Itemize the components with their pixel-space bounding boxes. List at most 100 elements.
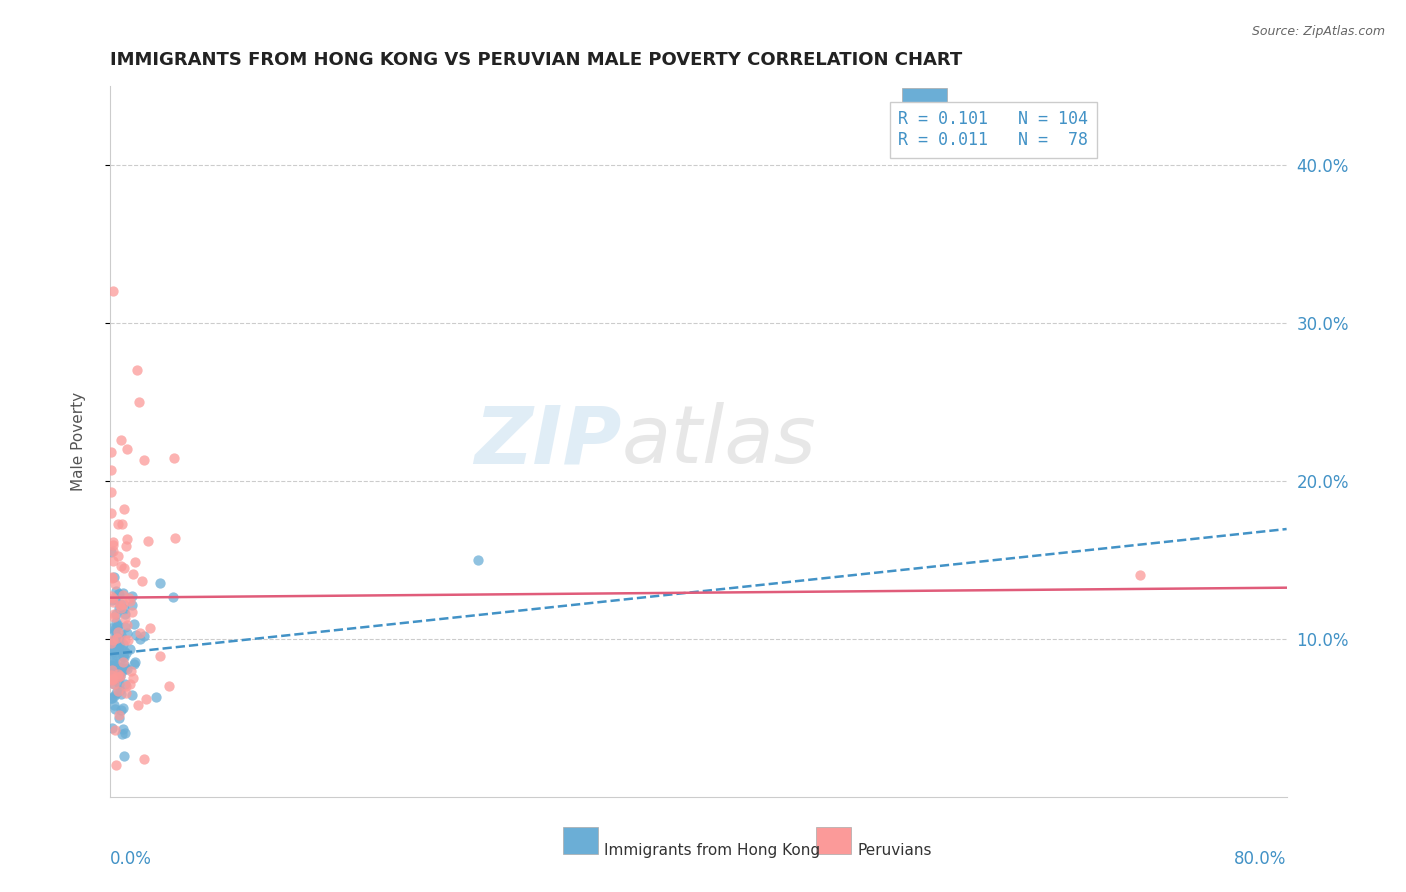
Point [108, 707, 131, 722]
Text: R = 0.101   N = 104
R = 0.011   N =  78: R = 0.101 N = 104 R = 0.011 N = 78 [898, 111, 1088, 149]
Point [101, 640, 124, 655]
Point [110, 727, 132, 741]
Point [103, 636, 125, 650]
Point [149, 649, 172, 664]
Point [101, 595, 124, 609]
Point [103, 553, 125, 567]
Point [121, 671, 143, 685]
Point [104, 648, 127, 663]
Point [136, 533, 159, 548]
Point [105, 631, 128, 645]
Point [122, 617, 145, 632]
Point [104, 701, 127, 715]
Point [105, 634, 128, 648]
Point [101, 660, 124, 674]
Point [149, 576, 172, 591]
Point [101, 591, 124, 605]
Point [100, 667, 122, 681]
Point [112, 602, 135, 616]
Point [159, 679, 181, 693]
Point [107, 640, 129, 655]
Point [101, 544, 124, 558]
Point [114, 676, 136, 690]
Point [112, 588, 135, 602]
Point [110, 683, 132, 698]
Point [107, 711, 129, 725]
Point [112, 561, 135, 575]
Point [101, 673, 124, 687]
FancyBboxPatch shape [901, 122, 946, 152]
Point [120, 594, 142, 608]
Point [108, 668, 131, 682]
Point [125, 363, 148, 377]
Point [107, 624, 129, 639]
Point [108, 634, 131, 648]
Point [135, 692, 157, 706]
Point [114, 611, 136, 625]
Point [104, 635, 127, 649]
Point [122, 566, 145, 581]
Point [112, 650, 135, 665]
Point [115, 662, 138, 676]
Point [104, 686, 127, 700]
Point [117, 533, 139, 547]
Point [112, 586, 135, 600]
Point [103, 535, 125, 549]
Point [112, 722, 135, 736]
Point [145, 690, 167, 705]
Point [108, 601, 131, 615]
Point [103, 677, 125, 691]
Point [101, 661, 124, 675]
Point [114, 620, 136, 634]
Point [165, 531, 187, 545]
Point [112, 748, 135, 763]
Point [129, 632, 152, 646]
Point [110, 642, 132, 657]
Point [111, 655, 134, 669]
Point [104, 592, 127, 607]
Point [121, 590, 143, 604]
Point [100, 506, 122, 520]
Point [162, 590, 184, 604]
Point [108, 653, 131, 667]
Point [103, 632, 125, 647]
Point [101, 669, 124, 683]
Point [115, 625, 138, 640]
Point [101, 538, 124, 552]
Text: 80.0%: 80.0% [1234, 850, 1286, 868]
Bar [562, 827, 598, 854]
Point [105, 607, 128, 621]
Point [108, 598, 131, 612]
Point [111, 648, 134, 663]
Point [100, 589, 122, 603]
FancyBboxPatch shape [901, 87, 946, 118]
Point [105, 583, 128, 598]
Point [101, 668, 124, 682]
Point [107, 618, 129, 632]
Point [112, 644, 135, 658]
Point [118, 677, 141, 691]
Point [132, 629, 155, 643]
Point [105, 642, 128, 657]
Point [108, 677, 131, 691]
Point [134, 752, 156, 766]
Point [100, 463, 122, 477]
Point [107, 632, 129, 647]
Point [100, 647, 122, 661]
Point [111, 517, 134, 532]
Point [111, 665, 134, 679]
Point [139, 621, 162, 635]
Point [163, 450, 186, 465]
Point [105, 619, 128, 633]
Point [110, 601, 132, 615]
Point [101, 571, 124, 585]
Point [103, 663, 125, 677]
Point [110, 636, 132, 650]
Point [107, 641, 129, 656]
Point [101, 593, 124, 607]
Point [121, 688, 143, 702]
Point [120, 665, 142, 679]
Point [101, 672, 124, 686]
Point [104, 632, 127, 646]
Point [107, 669, 129, 683]
